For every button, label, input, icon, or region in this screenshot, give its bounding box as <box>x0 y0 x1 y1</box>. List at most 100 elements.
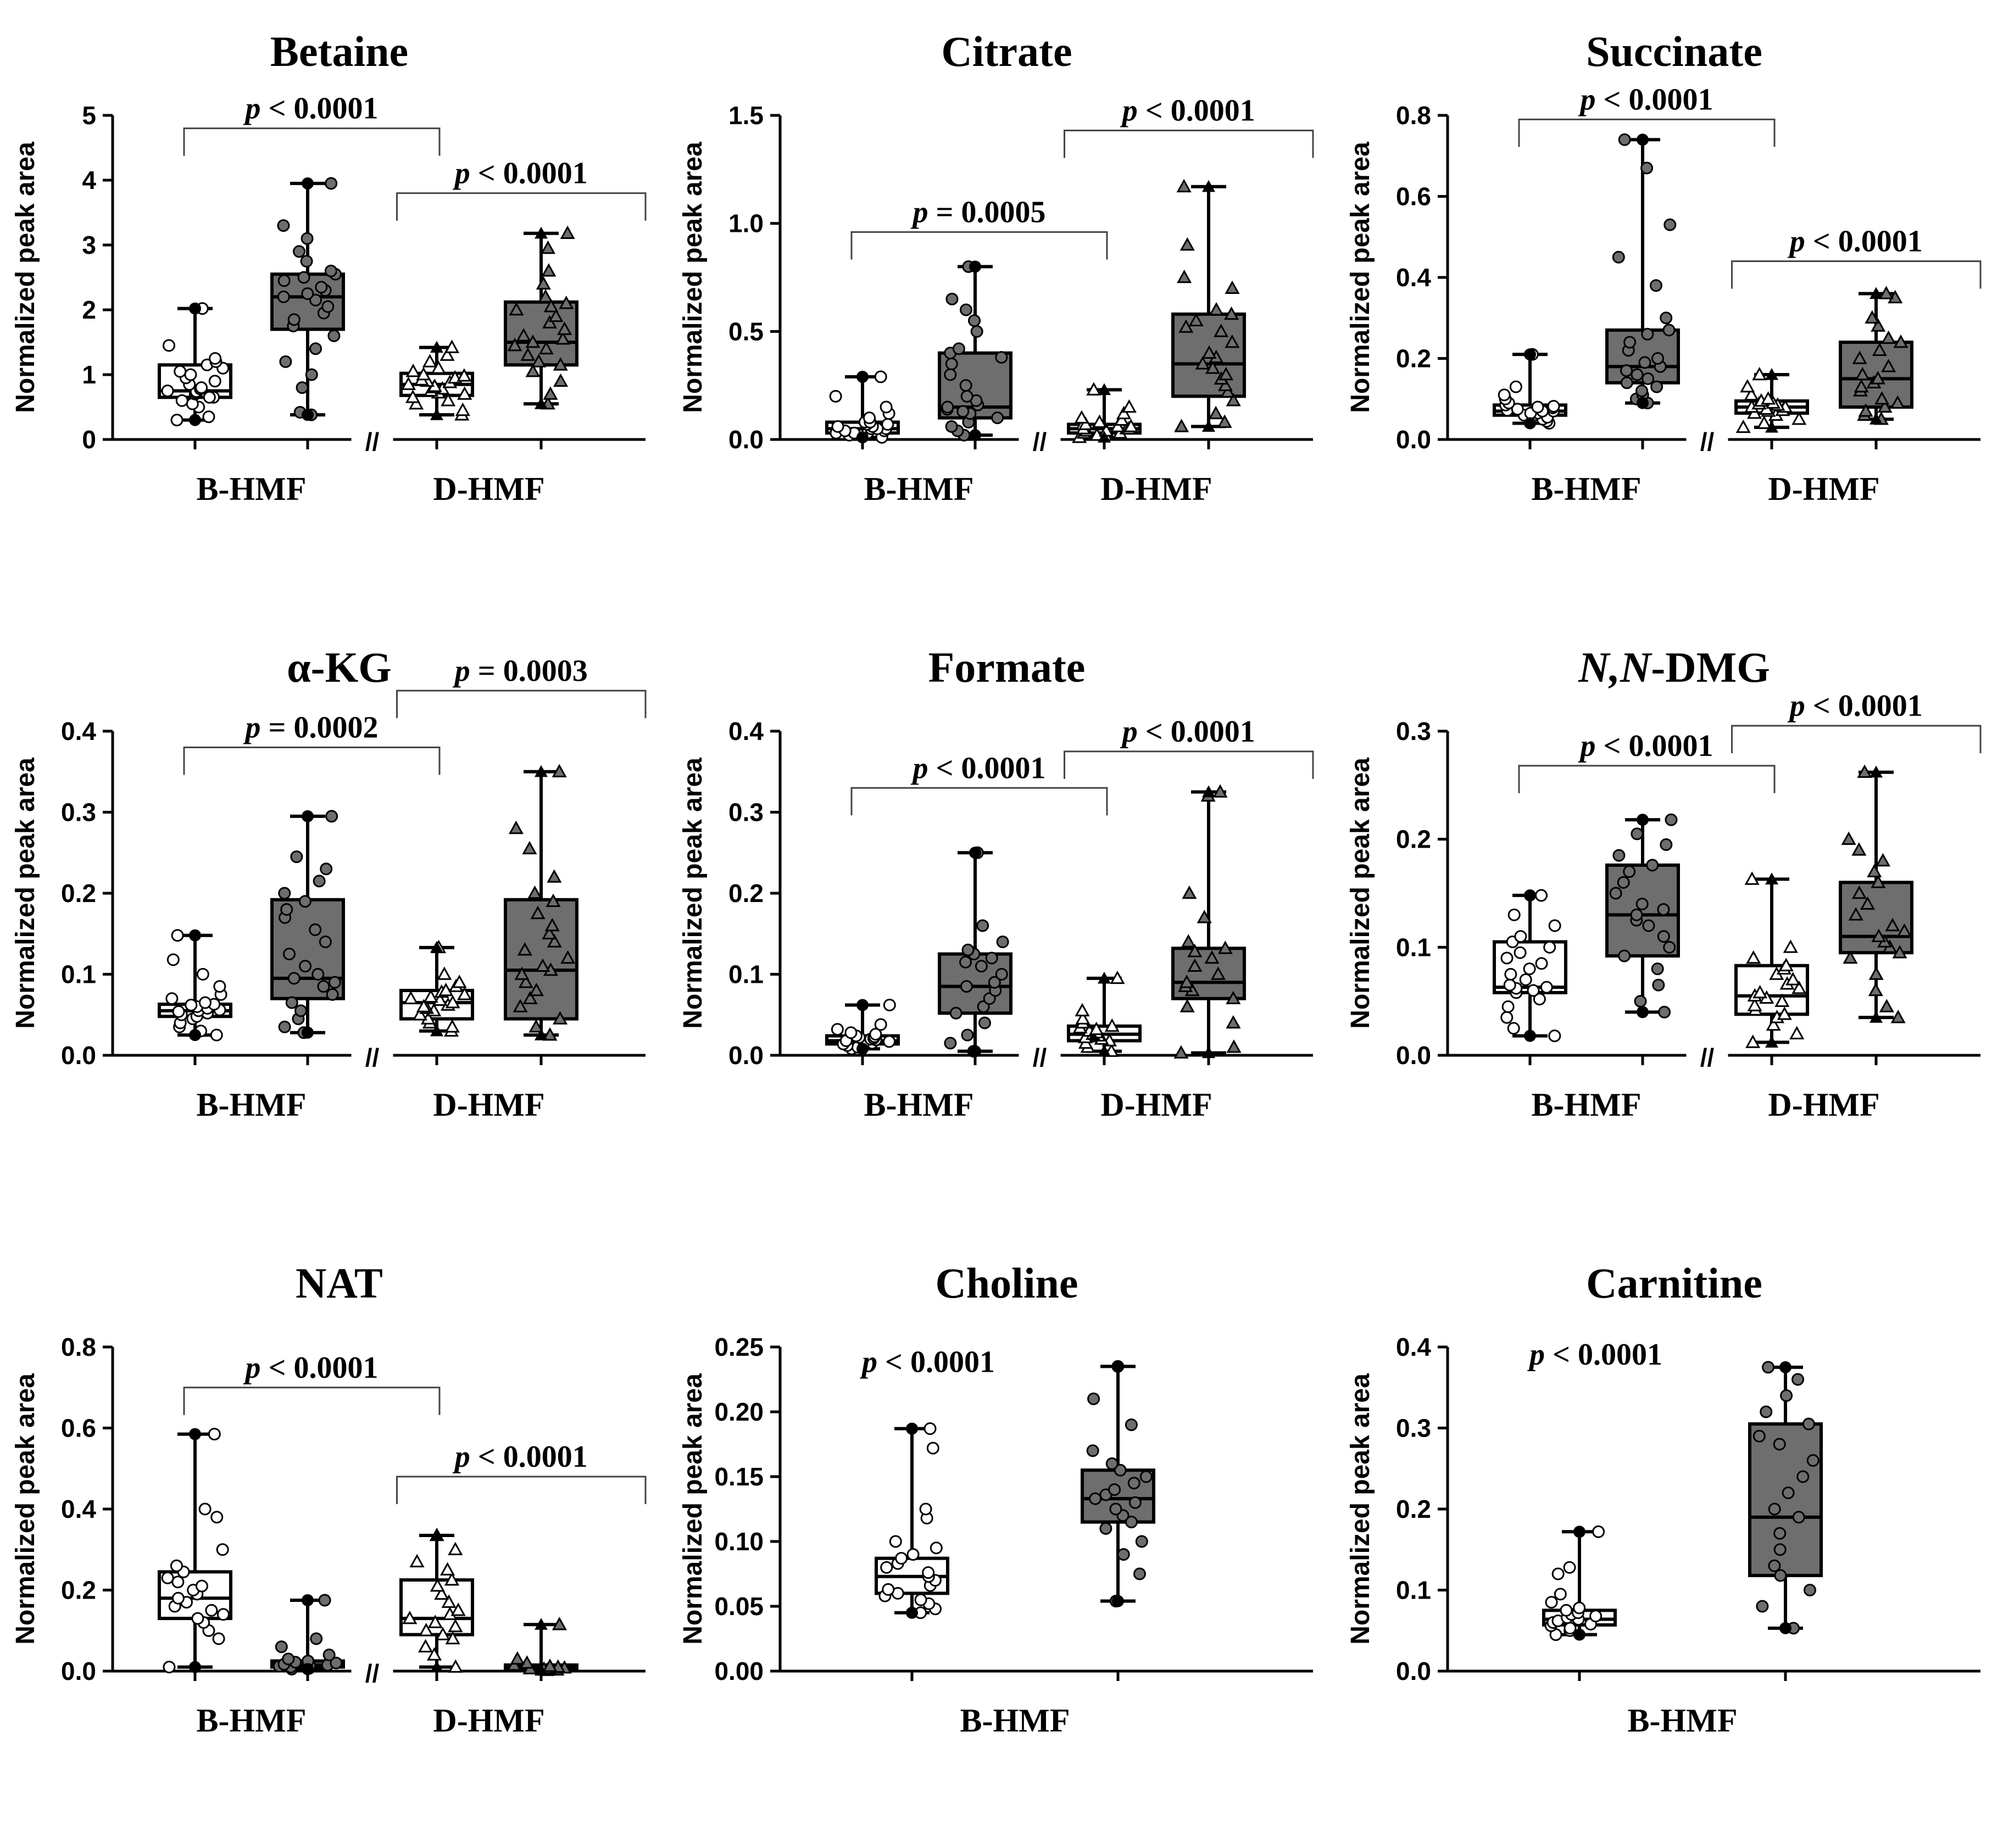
data-point <box>1498 388 1511 402</box>
data-point <box>294 1004 308 1017</box>
data-point <box>444 339 460 353</box>
data-point <box>1744 387 1759 401</box>
data-point <box>1779 1361 1791 1373</box>
y-tick-label: 0.3 <box>1396 717 1431 745</box>
data-point <box>1663 218 1677 231</box>
data-point <box>996 936 1009 948</box>
data-point <box>1871 318 1886 332</box>
data-point <box>1099 1522 1112 1535</box>
data-point <box>1214 324 1229 337</box>
p-value-label: p < 0.0001 <box>453 1440 588 1474</box>
data-point <box>1592 1525 1605 1538</box>
data-point <box>1507 1022 1520 1035</box>
data-point <box>543 386 558 400</box>
data-point <box>405 389 421 403</box>
data-point <box>945 292 959 305</box>
data-point <box>189 302 201 315</box>
box-d-hmf-2 <box>1839 286 1913 425</box>
data-point <box>1078 416 1093 430</box>
data-point <box>1612 849 1626 862</box>
data-point <box>1212 784 1228 798</box>
data-point <box>309 293 322 307</box>
p-value-label: p < 0.0001 <box>1120 94 1255 128</box>
chart-panel-formate: Formate Normalized peak area // 0.0 0.1 0.2 0.… <box>667 616 1335 1232</box>
y-tick-label: 0.2 <box>1396 825 1431 854</box>
data-point <box>1509 380 1522 393</box>
y-tick-label: 0.1 <box>1396 1576 1431 1605</box>
data-point <box>1098 431 1111 443</box>
y-tick-label: 0.0 <box>728 1041 764 1070</box>
data-point <box>1870 371 1885 385</box>
data-point <box>1762 1361 1775 1374</box>
y-tick-label: 4 <box>82 166 96 194</box>
data-point <box>961 1028 974 1042</box>
data-point <box>279 355 292 368</box>
data-point <box>409 1554 425 1568</box>
box-b-hmf-2 <box>1748 1361 1823 1635</box>
data-point <box>445 1630 460 1645</box>
data-point <box>163 1661 176 1674</box>
data-point <box>906 1422 918 1435</box>
y-tick-label: 0.3 <box>1396 1414 1431 1443</box>
data-point <box>880 1561 893 1574</box>
data-point <box>205 1604 218 1617</box>
data-point <box>525 364 541 377</box>
data-point <box>941 400 954 414</box>
data-point <box>1535 957 1548 970</box>
axis-break-mark: // <box>365 1043 380 1072</box>
data-point <box>452 975 467 988</box>
data-point <box>914 1593 927 1606</box>
group-label-b-hmf: B-HMF <box>197 471 307 507</box>
chart-svg: α-KG Normalized peak area // 0.0 0.1 0.2 0.3 0.… <box>11 643 647 1123</box>
data-point <box>1540 981 1553 994</box>
data-point <box>430 408 443 420</box>
y-tick-label: 0.20 <box>714 1398 764 1426</box>
data-point <box>991 411 1004 425</box>
data-point <box>189 1428 201 1440</box>
data-point <box>277 274 291 287</box>
data-point <box>1735 419 1751 433</box>
data-point <box>1768 1502 1781 1516</box>
data-point <box>320 862 333 876</box>
data-point <box>944 368 957 381</box>
data-point <box>175 394 188 407</box>
box-d-hmf-1 <box>1734 871 1809 1048</box>
y-axis-label: Normalized peak area <box>678 758 708 1029</box>
data-point <box>302 810 314 822</box>
data-point <box>535 958 550 972</box>
data-point <box>1202 420 1215 432</box>
data-point <box>423 989 438 1003</box>
data-point <box>1089 427 1105 441</box>
significance-bracket <box>850 231 1108 260</box>
data-point <box>844 1026 858 1039</box>
data-point <box>538 341 554 355</box>
chart-svg: Succinate Normalized peak area // 0.0 0.2 0.4… <box>1346 27 1982 507</box>
group-label-d-hmf: D-HMF <box>1768 471 1879 507</box>
data-point <box>1631 368 1644 381</box>
data-point <box>507 337 522 352</box>
data-point <box>161 385 174 397</box>
data-point <box>445 995 460 1009</box>
data-point <box>305 368 318 381</box>
data-point <box>553 357 568 371</box>
data-point <box>1573 1601 1586 1615</box>
data-point <box>430 1024 443 1037</box>
data-point <box>874 1018 887 1031</box>
data-point <box>1125 1516 1138 1529</box>
chart-panel-succinate: Succinate Normalized peak area // 0.0 0.2 0.4… <box>1335 0 2002 616</box>
data-point <box>535 226 548 239</box>
data-point <box>430 1660 443 1673</box>
p-value-label: p = 0.0003 <box>453 654 588 688</box>
data-point <box>1114 1463 1127 1477</box>
data-point <box>522 840 537 855</box>
data-point <box>1854 379 1869 393</box>
box-b-hmf-2 <box>1081 1360 1155 1608</box>
data-point <box>553 373 569 387</box>
data-point <box>327 329 341 342</box>
y-tick-label: 0.2 <box>1396 344 1431 373</box>
data-point <box>1791 980 1807 994</box>
data-point <box>448 1618 463 1633</box>
data-point <box>1870 287 1883 299</box>
data-point <box>170 414 183 427</box>
data-point <box>1779 1622 1791 1634</box>
